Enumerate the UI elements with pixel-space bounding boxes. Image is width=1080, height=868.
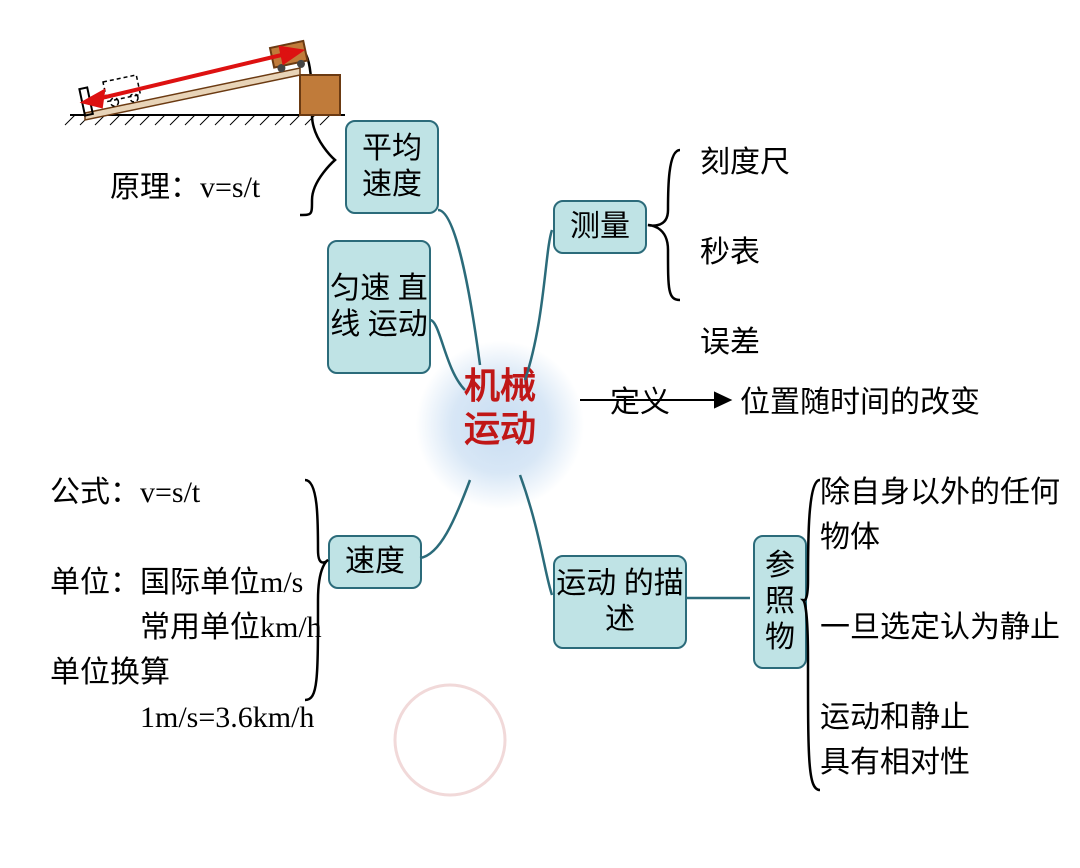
text-reference-list: 除自身以外的任何 物体 一旦选定认为静止 运动和静止 具有相对性 [820, 470, 1060, 785]
center-node: 机械 运动 [450, 365, 550, 451]
text-measure-list: 刻度尺 秒表 误差 [700, 140, 790, 365]
diagram-stage: { "canvas": { "w": 1080, "h": 868, "bg":… [0, 0, 1080, 868]
node-desc-label: 运动 的描述 [555, 566, 685, 638]
node-avg-speed: 平均 速度 [345, 120, 439, 214]
text-formula-block: 公式：v=s/t 单位：国际单位m/s 常用单位km/h 单位换算 1m/s=3… [50, 470, 322, 740]
node-measure-label: 测量 [570, 209, 630, 245]
node-speed: 速度 [328, 535, 422, 589]
node-uniform-motion: 匀速 直线 运动 [327, 240, 431, 374]
node-measure: 测量 [553, 200, 647, 254]
node-reference: 参 照 物 [753, 535, 807, 669]
watermark-icon [395, 685, 505, 795]
node-uniform-label: 匀速 直线 运动 [329, 271, 429, 343]
node-description: 运动 的描述 [553, 555, 687, 649]
ramp-illustration [65, 41, 345, 125]
node-ref-label: 参 照 物 [755, 548, 805, 656]
text-definition-value: 位置随时间的改变 [740, 380, 980, 425]
text-definition-label: 定义 [610, 380, 670, 425]
text-principle: 原理：v=s/t [110, 165, 260, 210]
node-speed-label: 速度 [345, 544, 405, 580]
node-avg-speed-label: 平均 速度 [347, 131, 437, 203]
